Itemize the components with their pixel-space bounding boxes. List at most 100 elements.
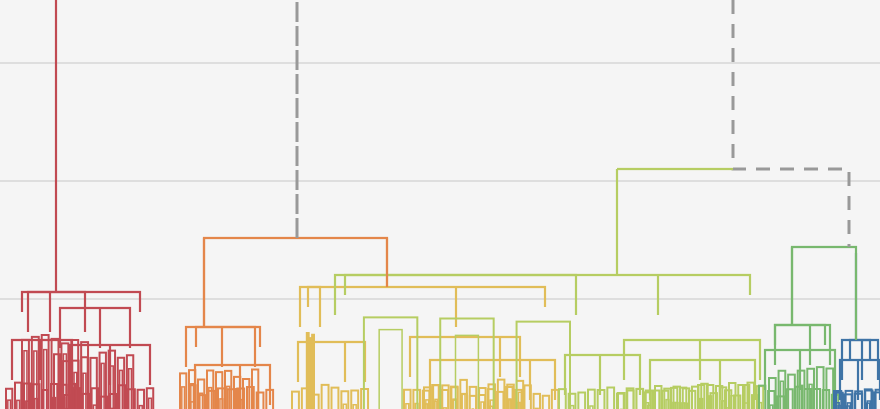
cluster-link: [838, 358, 880, 400]
leaf-link: [737, 383, 746, 409]
leaf-link: [100, 362, 105, 409]
leaf-link: [40, 333, 50, 409]
leaf-link: [190, 382, 195, 409]
leaf-link: [107, 349, 117, 409]
cluster-link: [306, 285, 547, 307]
leaf-link: [5, 387, 14, 409]
leaf-link: [777, 369, 787, 409]
leaf-link: [835, 402, 840, 409]
cluster-link: [428, 358, 557, 400]
leaf-link: [567, 392, 577, 409]
top-link: [790, 245, 858, 340]
leaf-link: [330, 386, 340, 409]
leaf-link: [489, 405, 494, 409]
leaf-link: [350, 389, 360, 409]
cluster-link: [343, 273, 752, 295]
leaf-link: [843, 393, 853, 409]
leaf-link: [403, 388, 412, 409]
leaf-link: [72, 387, 81, 409]
leaf-link: [715, 385, 724, 409]
leaf-link: [342, 403, 348, 409]
leaf-link: [506, 383, 515, 409]
leaf-link: [81, 392, 90, 409]
leaf-link: [672, 401, 677, 409]
leaf-link: [808, 383, 813, 409]
leaf-link: [652, 389, 661, 409]
cluster-link: [296, 340, 367, 382]
cluster-link: [408, 335, 522, 377]
leaf-link: [238, 398, 243, 409]
leaf-link: [697, 384, 706, 409]
leaf-link: [138, 404, 143, 409]
cluster-link: [848, 338, 872, 360]
leaf-link: [53, 353, 62, 409]
leaf-link: [541, 394, 551, 409]
leaf-link: [866, 400, 872, 409]
leaf-link: [14, 381, 23, 409]
leaf-link: [33, 350, 38, 409]
leaf-link: [7, 399, 12, 409]
leaf-link: [439, 317, 495, 409]
leaf-link: [441, 384, 450, 409]
leaf-link: [523, 384, 532, 409]
leaf-link: [645, 402, 650, 409]
leaf-link: [845, 405, 851, 409]
leaf-link: [25, 400, 30, 409]
leaf-link: [708, 395, 713, 409]
leaf-link: [217, 387, 226, 409]
leaf-link: [643, 391, 652, 409]
cluster-link: [194, 325, 262, 347]
leaf-link: [767, 389, 776, 409]
leaf-link: [425, 399, 430, 409]
leaf-link: [226, 388, 236, 409]
leaf-link: [63, 394, 72, 409]
leaf-link: [34, 397, 39, 409]
leaf-link: [60, 342, 70, 409]
leaf-link: [626, 389, 635, 409]
leaf-link: [109, 365, 114, 409]
leaf-link: [306, 348, 309, 409]
leaf-link: [147, 397, 153, 409]
leaf-link: [679, 386, 688, 409]
leaf-link: [310, 393, 320, 409]
leaf-link: [378, 328, 403, 409]
leaf-link: [80, 356, 89, 409]
leaf-link: [42, 348, 48, 409]
leaf-link: [23, 382, 32, 409]
leaf-link: [236, 387, 246, 409]
leaf-link: [255, 391, 265, 409]
leaf-link: [733, 394, 742, 409]
leaf-link: [874, 388, 880, 409]
leaf-link: [127, 388, 136, 409]
leaf-link: [812, 387, 822, 409]
leaf-link: [291, 390, 300, 409]
leaf-link: [145, 387, 155, 409]
leaf-link: [188, 384, 197, 409]
leaf-link: [82, 372, 87, 409]
leaf-link: [459, 392, 468, 409]
leaf-link: [726, 407, 731, 409]
leaf-link: [320, 383, 330, 409]
leaf-link: [190, 401, 195, 409]
leaf-link: [242, 377, 251, 409]
leaf-link: [362, 316, 419, 409]
leaf-link: [16, 399, 21, 409]
leaf-link: [496, 390, 505, 409]
leaf-link: [587, 388, 596, 409]
leaf-link: [569, 404, 575, 409]
leaf-link: [507, 398, 512, 409]
leaf-link: [661, 389, 670, 409]
cluster-link: [58, 306, 132, 348]
cluster-link: [648, 358, 757, 400]
leaf-link: [265, 388, 275, 409]
leaf-link: [92, 404, 97, 409]
cluster-link: [622, 338, 762, 380]
leaf-link: [118, 384, 127, 409]
leaf-link: [803, 387, 812, 409]
leaf-link: [442, 407, 447, 409]
leaf-link: [246, 385, 255, 409]
leaf-link: [699, 397, 704, 409]
leaf-link: [311, 344, 315, 409]
leaf-link: [825, 367, 835, 409]
leaf-link: [853, 392, 864, 409]
